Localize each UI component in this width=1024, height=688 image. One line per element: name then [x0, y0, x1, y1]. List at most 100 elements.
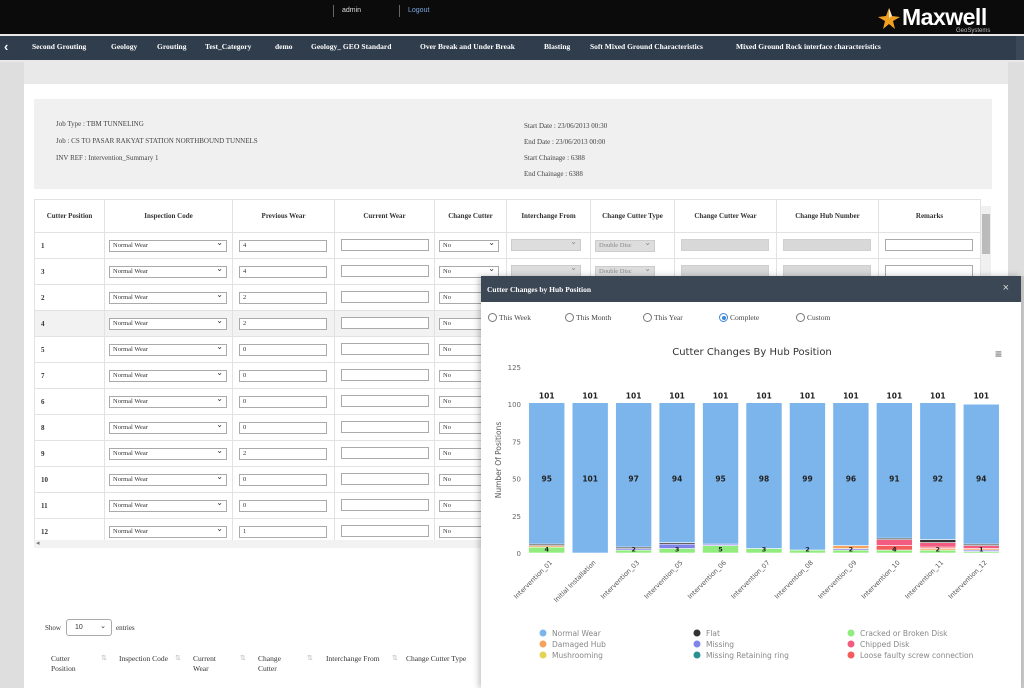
current-wear-input[interactable]: [341, 290, 429, 303]
menu-item-mixed-ground-rock[interactable]: Mixed Ground Rock interface characterist…: [736, 42, 881, 51]
table-horizontal-scrollbar[interactable]: ◂: [34, 540, 484, 548]
remarks-input[interactable]: [885, 238, 973, 251]
logout-link[interactable]: Logout: [408, 7, 430, 14]
interchange-from-select[interactable]: [511, 263, 581, 277]
menu-item-demo[interactable]: demo: [275, 42, 293, 51]
bottom-col-inspection-code[interactable]: Inspection Code: [119, 654, 168, 663]
radio-icon[interactable]: [796, 313, 805, 322]
col-remarks[interactable]: Remarks: [878, 199, 981, 233]
current-wear-input[interactable]: [341, 238, 429, 251]
bottom-col-change-cutter-type[interactable]: Change Cutter Type: [406, 654, 467, 663]
legend-item[interactable]: Flat: [706, 629, 720, 638]
inspection-code-select[interactable]: Normal Wear: [109, 446, 227, 460]
inspection-code-select[interactable]: Normal Wear: [109, 394, 227, 408]
inspection-code-select[interactable]: Normal Wear: [109, 420, 227, 434]
previous-wear-input[interactable]: 0: [239, 343, 327, 356]
previous-wear-input[interactable]: 2: [239, 291, 327, 304]
sort-icon[interactable]: ⇅: [240, 655, 246, 662]
menu-item-over-break[interactable]: Over Break and Under Break: [420, 42, 515, 51]
inspection-code-select[interactable]: Normal Wear: [109, 290, 227, 304]
previous-wear-input[interactable]: 4: [239, 265, 327, 278]
menu-item-soft-mixed-ground[interactable]: Soft Mixed Ground Characteristics: [590, 42, 703, 51]
radio-icon[interactable]: [565, 313, 574, 322]
current-wear-input[interactable]: [341, 316, 429, 329]
menu-item-second-grouting[interactable]: Second Grouting: [32, 42, 87, 51]
close-icon[interactable]: ×: [1002, 282, 1009, 294]
col-previous-wear[interactable]: Previous Wear: [232, 199, 335, 233]
previous-wear-input[interactable]: 1: [239, 525, 327, 538]
col-inspection-code[interactable]: Inspection Code: [104, 199, 233, 233]
current-wear-input[interactable]: [341, 498, 429, 511]
current-wear-input[interactable]: [341, 524, 429, 537]
col-cutter-position[interactable]: Cutter Position: [34, 199, 105, 233]
previous-wear-input[interactable]: 0: [239, 369, 327, 382]
filter-this-year[interactable]: This Year: [643, 313, 683, 322]
inspection-code-select[interactable]: Normal Wear: [109, 342, 227, 356]
previous-wear-input[interactable]: 0: [239, 499, 327, 512]
inspection-code-select[interactable]: Normal Wear: [109, 368, 227, 382]
inspection-code-select[interactable]: Normal Wear: [109, 524, 227, 538]
previous-wear-input[interactable]: 0: [239, 421, 327, 434]
menu-item-geology-geo-standard[interactable]: Geology_ GEO Standard: [311, 42, 392, 51]
current-wear-input[interactable]: [341, 342, 429, 355]
col-change-hub-number[interactable]: Change Hub Number: [776, 199, 879, 233]
scroll-thumb[interactable]: [982, 214, 990, 254]
col-interchange-from[interactable]: Interchange From: [506, 199, 591, 233]
previous-wear-input[interactable]: 0: [239, 473, 327, 486]
change-hub-number-input[interactable]: [783, 264, 871, 277]
entries-select[interactable]: 10 ⌄: [66, 619, 112, 636]
current-wear-input[interactable]: [341, 420, 429, 433]
menu-icon[interactable]: ≡: [995, 347, 1002, 361]
col-change-cutter[interactable]: Change Cutter: [434, 199, 507, 233]
previous-wear-input[interactable]: 0: [239, 395, 327, 408]
cutter-type-select[interactable]: Double Disc: [595, 238, 655, 252]
sort-icon[interactable]: ⇅: [392, 655, 398, 662]
legend-item[interactable]: Damaged Hub: [552, 640, 606, 649]
bottom-col-interchange-from[interactable]: Interchange From: [326, 654, 380, 663]
change-hub-number-input[interactable]: [783, 238, 871, 251]
bottom-col-current-wear[interactable]: Current Wear: [193, 654, 216, 673]
previous-wear-input[interactable]: 2: [239, 447, 327, 460]
legend-item[interactable]: Normal Wear: [552, 629, 602, 638]
menu-item-geology[interactable]: Geology: [111, 42, 138, 51]
current-wear-input[interactable]: [341, 446, 429, 459]
legend-item[interactable]: Mushrooming: [552, 651, 603, 660]
change-cutter-select[interactable]: No: [439, 264, 499, 278]
legend-item[interactable]: Chipped Disk: [860, 640, 910, 649]
previous-wear-input[interactable]: 4: [239, 239, 327, 252]
change-cutter-wear-input[interactable]: [681, 264, 769, 277]
scroll-left-icon[interactable]: ◂: [36, 540, 40, 547]
remarks-input[interactable]: [885, 264, 973, 277]
legend-item[interactable]: Missing Retaining ring: [706, 651, 789, 660]
menu-item-test-category[interactable]: Test_Category: [205, 42, 252, 51]
legend-item[interactable]: Loose faulty screw connection: [860, 651, 974, 660]
sort-icon[interactable]: ⇅: [307, 655, 313, 662]
sort-icon[interactable]: ⇅: [101, 655, 107, 662]
change-cutter-wear-input[interactable]: [681, 238, 769, 251]
maxwell-logo[interactable]: Maxwell GeoSystems: [876, 4, 1016, 34]
bottom-col-change-cutter[interactable]: Change Cutter: [258, 654, 281, 673]
current-wear-input[interactable]: [341, 472, 429, 485]
username[interactable]: admin: [342, 7, 362, 14]
inspection-code-select[interactable]: Normal Wear: [109, 498, 227, 512]
current-wear-input[interactable]: [341, 368, 429, 381]
filter-this-week[interactable]: This Week: [488, 313, 531, 322]
col-current-wear[interactable]: Current Wear: [334, 199, 435, 233]
inspection-code-select[interactable]: Normal Wear: [109, 238, 227, 252]
inspection-code-select[interactable]: Normal Wear: [109, 264, 227, 278]
inspection-code-select[interactable]: Normal Wear: [109, 316, 227, 330]
back-arrow-icon[interactable]: ‹: [4, 39, 9, 54]
col-change-cutter-type[interactable]: Change Cutter Type: [590, 199, 675, 233]
filter-this-month[interactable]: This Month: [565, 313, 611, 322]
col-change-cutter-wear[interactable]: Change Cutter Wear: [674, 199, 777, 233]
radio-icon[interactable]: [488, 313, 497, 322]
radio-selected-icon[interactable]: [719, 313, 728, 322]
current-wear-input[interactable]: [341, 264, 429, 277]
legend-item[interactable]: Missing: [706, 640, 734, 649]
menu-item-grouting[interactable]: Grouting: [157, 42, 187, 51]
menu-item-blasting[interactable]: Blasting: [544, 42, 571, 51]
previous-wear-input[interactable]: 2: [239, 317, 327, 330]
sort-icon[interactable]: ⇅: [175, 655, 181, 662]
filter-complete[interactable]: Complete: [719, 313, 759, 322]
change-cutter-select[interactable]: No: [439, 238, 499, 252]
